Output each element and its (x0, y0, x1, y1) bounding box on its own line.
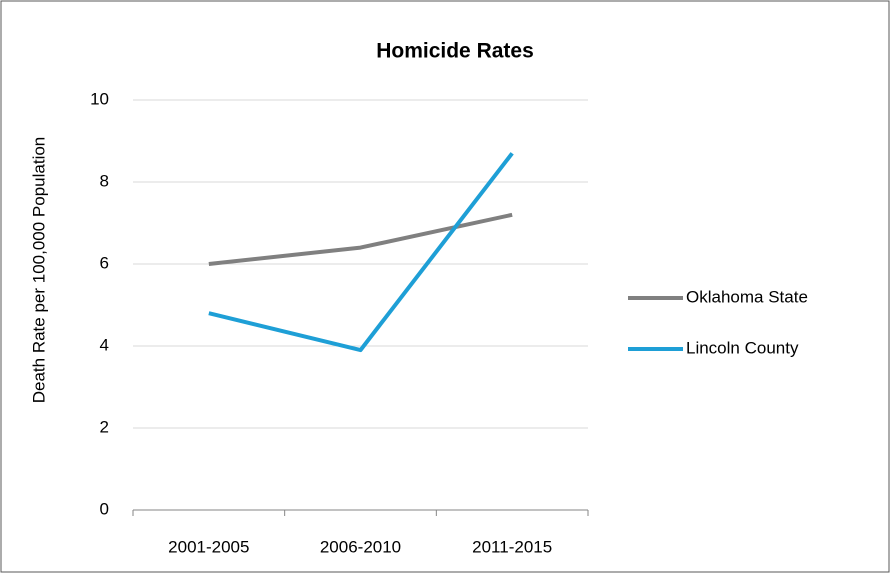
y-tick-label: 0 (100, 499, 109, 518)
x-tick-label: 2011-2015 (472, 537, 552, 556)
y-tick-label: 2 (100, 417, 109, 436)
y-tick-label: 6 (100, 253, 109, 272)
legend-label: Lincoln County (686, 338, 799, 357)
y-axis-label: Death Rate per 100,000 Population (29, 137, 48, 404)
y-tick-label: 4 (100, 335, 109, 354)
legend-label: Oklahoma State (686, 287, 808, 306)
series-line (208, 212, 513, 266)
y-tick-label: 10 (90, 89, 109, 108)
y-tick-label: 8 (100, 171, 109, 190)
series-line (208, 152, 514, 353)
x-tick-label: 2006-2010 (320, 537, 401, 556)
x-tick-label: 2001-2005 (168, 537, 249, 556)
chart-title: Homicide Rates (376, 40, 534, 63)
